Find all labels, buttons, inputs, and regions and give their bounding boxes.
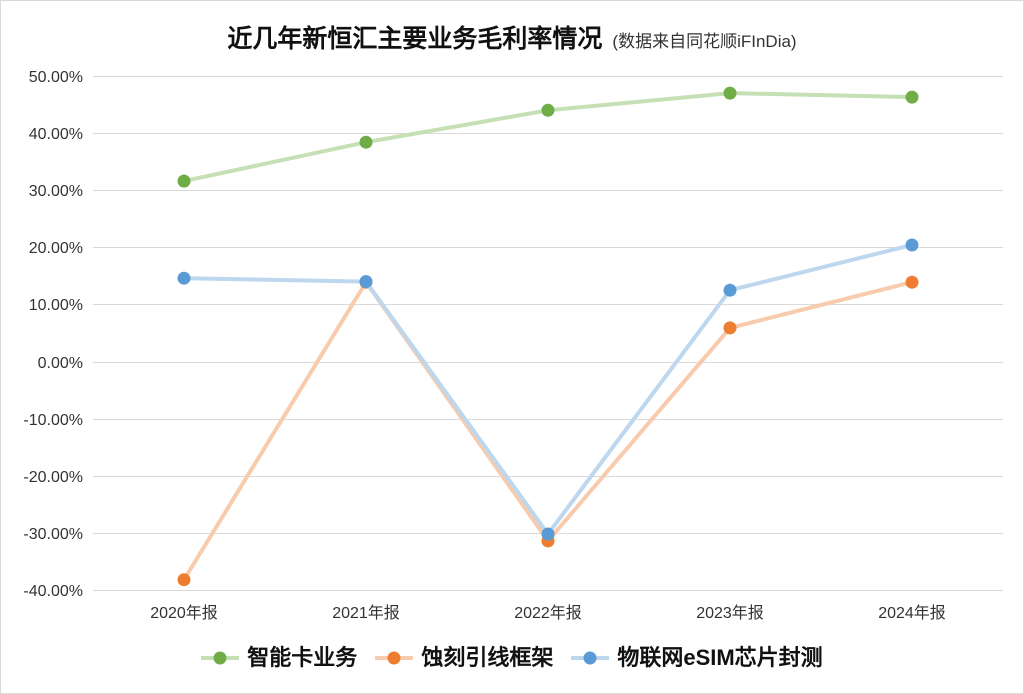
y-tick-label: 0.00%	[38, 355, 83, 372]
legend-item-series-1: 智能卡业务	[201, 644, 357, 672]
series-3-point	[723, 283, 737, 297]
legend-dot-swatch	[583, 651, 597, 665]
series-1-point	[723, 86, 737, 100]
legend-item-series-3: 物联网eSIM芯片封测	[571, 644, 823, 672]
x-tick-label: 2024年报	[878, 604, 946, 622]
legend-label: 物联网eSIM芯片封测	[617, 645, 823, 670]
series-3-point	[541, 527, 555, 541]
legend-line-marker-icon	[201, 651, 240, 665]
series-3	[177, 238, 919, 541]
series-1	[177, 86, 919, 188]
legend-line-marker-icon	[375, 651, 414, 665]
series-2-point	[177, 573, 191, 587]
series-1-point	[905, 90, 919, 104]
series-3-point	[359, 275, 373, 289]
x-tick-label: 2023年报	[696, 604, 764, 622]
y-tick-label: -30.00%	[23, 526, 83, 543]
legend-dot-swatch	[387, 651, 401, 665]
x-axis: 2020年报 2021年报 2022年报 2023年报 2024年报	[150, 604, 946, 622]
chart-title-row: 近几年新恒汇主要业务毛利率情况 (数据来自同花顺iFInDia)	[1, 19, 1023, 55]
series-1-point	[177, 174, 191, 188]
series-2-point	[723, 321, 737, 335]
x-tick-label: 2021年报	[332, 604, 400, 622]
y-tick-label: 30.00%	[29, 183, 83, 200]
series-3-point	[905, 238, 919, 252]
y-tick-label: 50.00%	[29, 69, 83, 86]
gridlines	[93, 76, 1003, 591]
legend-dot-swatch	[213, 651, 227, 665]
legend-label: 智能卡业务	[247, 645, 358, 670]
legend-line-marker-icon	[571, 651, 610, 665]
series-layer	[177, 86, 919, 587]
y-tick-label: 10.00%	[29, 297, 83, 314]
series-1-point	[541, 103, 555, 117]
y-tick-label: -10.00%	[23, 412, 83, 429]
series-1-point	[359, 135, 373, 149]
series-3-line	[182, 243, 914, 536]
y-axis: 50.00% 40.00% 30.00% 20.00% 10.00% 0.00% -10.0…	[23, 69, 83, 600]
legend-label: 蚀刻引线框架	[421, 645, 554, 670]
series-3-point	[177, 271, 191, 285]
y-tick-label: 20.00%	[29, 240, 83, 257]
y-tick-label: -20.00%	[23, 469, 83, 486]
y-tick-label: 40.00%	[29, 126, 83, 143]
legend-item-series-2: 蚀刻引线框架	[375, 644, 553, 672]
chart-title: 近几年新恒汇主要业务毛利率情况	[227, 25, 603, 53]
legend: 智能卡业务 蚀刻引线框架 物联网eSIM芯片封测	[1, 644, 1023, 672]
series-2-point	[905, 275, 919, 289]
chart-source-note: (数据来自同花顺iFInDia)	[612, 32, 797, 51]
x-tick-label: 2020年报	[150, 604, 218, 622]
x-tick-label: 2022年报	[514, 604, 582, 622]
y-tick-label: -40.00%	[23, 583, 83, 600]
